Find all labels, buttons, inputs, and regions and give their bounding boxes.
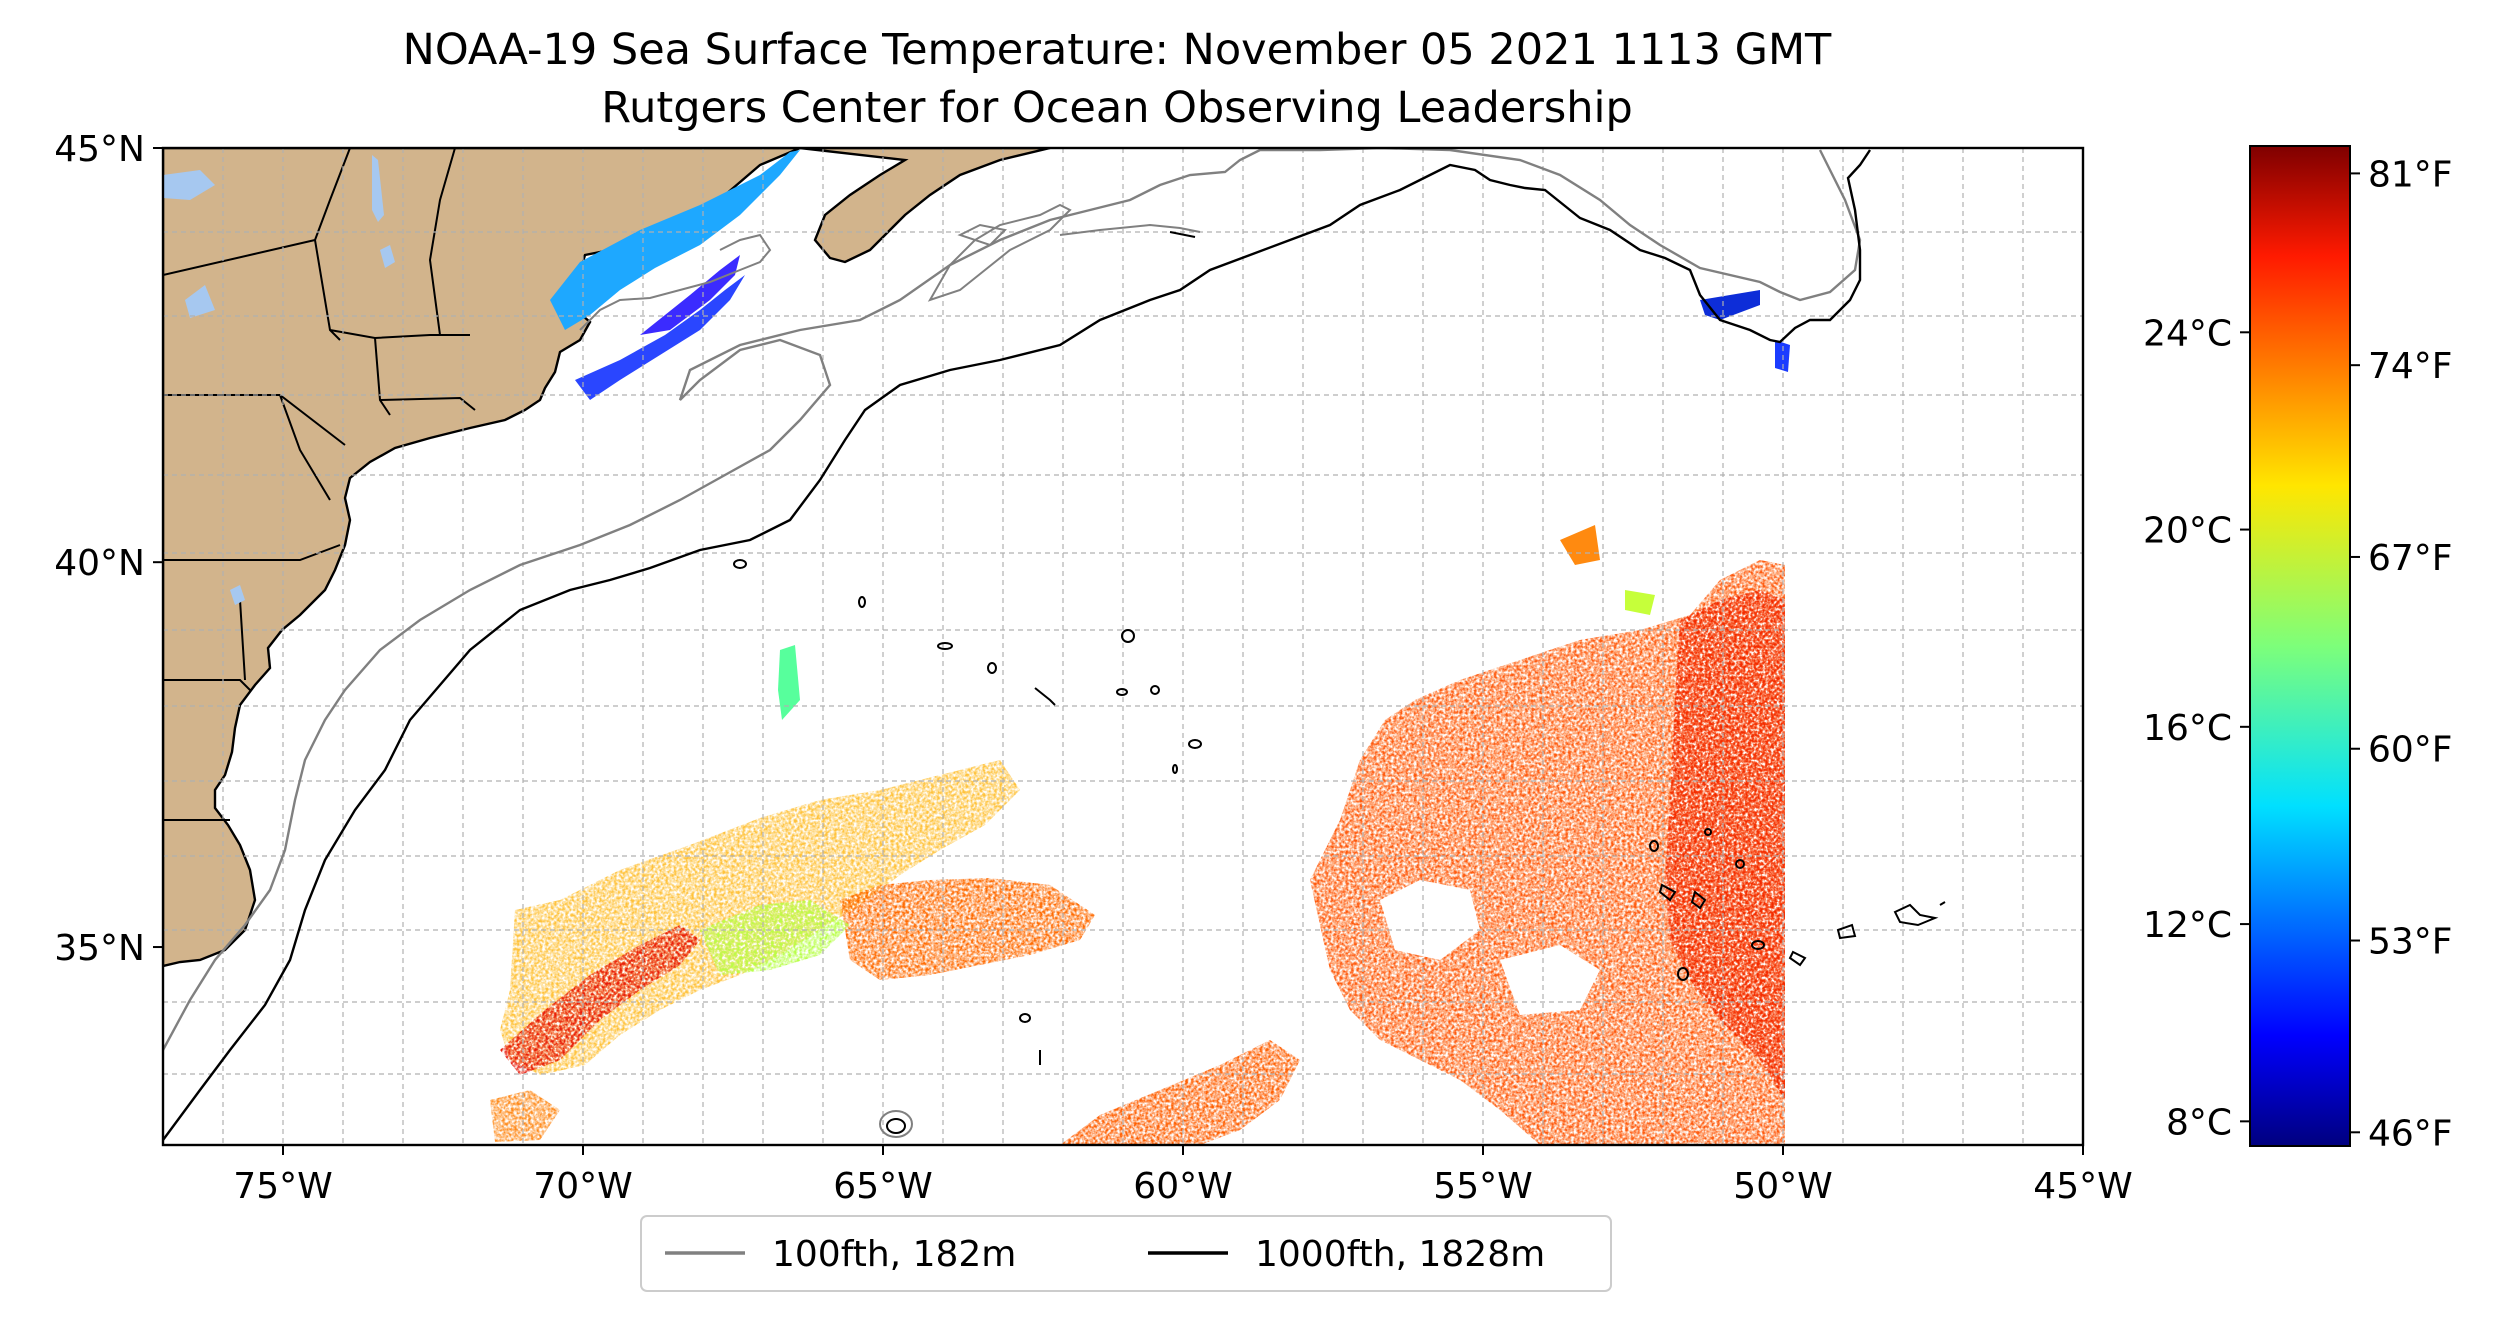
- sst-patch-b: [1560, 525, 1600, 565]
- sst-west-warm: [500, 925, 700, 1075]
- colorbar: 81°F 74°F 67°F 60°F 53°F 46°F 24°C 20°C 16°C 12°…: [2143, 145, 2453, 1154]
- legend-box: [640, 1215, 1612, 1292]
- legend-label-100fth: 100fth, 182m: [772, 1234, 1016, 1275]
- seamount-contours: [733, 231, 1946, 1138]
- sst-south-central: [1060, 1040, 1300, 1145]
- sst-gulf-of-maine-cold: [575, 275, 745, 400]
- title-line-2: Rutgers Center for Ocean Observing Leade…: [601, 83, 1633, 133]
- land-us-east-coast: [163, 148, 801, 968]
- gridlines: [163, 148, 2083, 1145]
- colorbar-fahrenheit-ticks: 81°F 74°F 67°F 60°F 53°F 46°F: [2350, 154, 2453, 1154]
- sst-cold-streak: [640, 255, 740, 335]
- sst-mid-band: [840, 878, 1095, 980]
- legend: 100fth, 182m 1000fth, 1828m: [640, 1215, 1612, 1292]
- sst-lower-west: [490, 1090, 560, 1142]
- isobath-100fth-line: [163, 148, 1862, 1051]
- colorbar-f-tick-label: 67°F: [2368, 538, 2453, 579]
- sst-east-hole: [1380, 880, 1480, 960]
- latitude-axis: 45°N 40°N 35°N: [54, 129, 163, 969]
- lon-tick-label: 50°W: [1733, 1166, 1832, 1207]
- lon-tick-label: 55°W: [1433, 1166, 1532, 1207]
- colorbar-c-tick-label: 16°C: [2143, 708, 2232, 749]
- colorbar-c-tick-label: 8°C: [2166, 1102, 2232, 1143]
- lat-tick-label: 35°N: [54, 928, 145, 969]
- sst-east-hole-2: [1500, 945, 1600, 1015]
- lakes: [163, 155, 395, 605]
- lon-tick-label: 70°W: [533, 1166, 632, 1207]
- map-panel: [163, 148, 2083, 1145]
- title-line-1: NOAA-19 Sea Surface Temperature: Novembe…: [403, 25, 1832, 75]
- lon-tick-label: 65°W: [833, 1166, 932, 1207]
- colorbar-f-tick-label: 74°F: [2368, 346, 2453, 387]
- longitude-axis: 75°W 70°W 65°W 60°W 55°W 50°W 45°W: [233, 1145, 2133, 1207]
- map-frame: [161, 146, 2085, 1147]
- sst-east-red: [1665, 590, 1785, 1100]
- sst-gulf-of-maine: [550, 150, 800, 330]
- isobath-1000fth-line: [163, 149, 1871, 1141]
- sst-patch-c: [1625, 590, 1655, 615]
- sst-mid-green: [700, 900, 850, 975]
- legend-label-1000fth: 1000fth, 1828m: [1255, 1234, 1545, 1275]
- colorbar-f-tick-label: 60°F: [2368, 730, 2453, 771]
- lon-tick-label: 75°W: [233, 1166, 332, 1207]
- colorbar-gradient: [2249, 145, 2351, 1147]
- land-nova-scotia: [799, 148, 1051, 264]
- sst-patch-a: [778, 645, 800, 720]
- lat-tick-label: 45°N: [54, 129, 145, 170]
- colorbar-f-tick-label: 53°F: [2368, 922, 2453, 963]
- lon-tick-label: 45°W: [2033, 1166, 2132, 1207]
- lat-tick-label: 40°N: [54, 543, 145, 584]
- lon-tick-label: 60°W: [1133, 1166, 1232, 1207]
- colorbar-f-tick-label: 81°F: [2368, 154, 2453, 195]
- colorbar-c-tick-label: 12°C: [2143, 905, 2232, 946]
- bank-contours: [579, 203, 1201, 331]
- colorbar-f-tick-label: 46°F: [2368, 1113, 2453, 1154]
- land: [163, 148, 1051, 968]
- colorbar-celsius-ticks: 24°C 20°C 16°C 12°C 8°C: [2143, 313, 2250, 1143]
- colorbar-c-tick-label: 20°C: [2143, 511, 2232, 552]
- colorbar-c-tick-label: 24°C: [2143, 313, 2232, 354]
